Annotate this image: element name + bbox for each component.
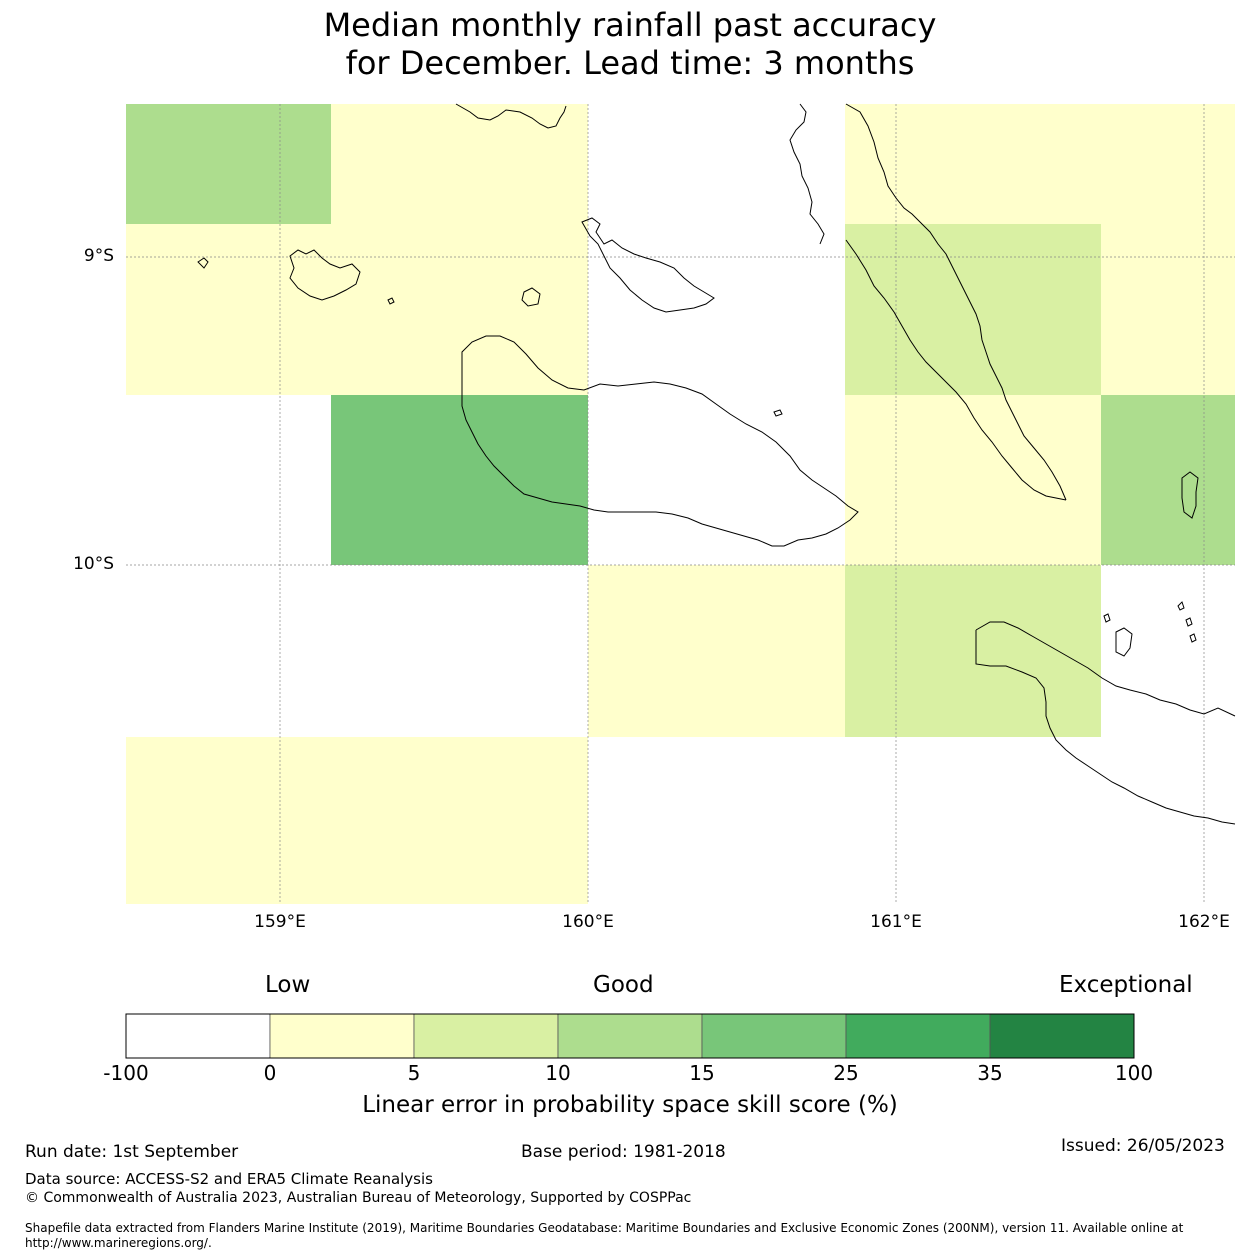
coastline-islet-e <box>1181 471 1199 519</box>
coastline-makira-east <box>845 239 1067 501</box>
coastline-malaita <box>789 103 825 245</box>
skill-cell <box>588 565 845 737</box>
lon-label-160e: 160°E <box>562 912 614 932</box>
shapefile-credit-line-2: http://www.marineregions.org/. <box>25 1236 212 1250</box>
legend-tier-low: Low <box>265 972 311 998</box>
colorbar-tick: 15 <box>689 1061 715 1085</box>
coastline-makira-west <box>845 103 1067 501</box>
coastline-florida-islands <box>581 217 715 313</box>
coastline-islet-j <box>1189 633 1197 643</box>
colorbar-tick: 25 <box>833 1061 859 1085</box>
skill-cell <box>331 737 588 904</box>
colorbar-bin <box>125 1013 271 1059</box>
lon-label-159e: 159°E <box>254 912 306 932</box>
graticule <box>126 104 1235 904</box>
legend-tier-exceptional: Exceptional <box>1059 972 1193 998</box>
skill-grid-cells <box>126 104 1235 904</box>
skill-cell <box>845 224 1101 395</box>
run-date: Run date: 1st September <box>25 1142 239 1162</box>
base-period: Base period: 1981-2018 <box>521 1142 726 1162</box>
legend-tier-good: Good <box>593 972 654 998</box>
colorbar-tick: 100 <box>1114 1061 1154 1085</box>
data-source: Data source: ACCESS-S2 and ERA5 Climate … <box>25 1170 433 1188</box>
lon-label-162e: 162°E <box>1178 912 1230 932</box>
coastline-russell-islands <box>289 249 361 301</box>
coastline-islet-b <box>521 287 541 307</box>
colorbar-tick: 5 <box>407 1061 421 1085</box>
lat-label-10s: 10°S <box>73 554 114 574</box>
colorbar-tick: -100 <box>103 1061 149 1085</box>
lat-label-9s: 9°S <box>83 246 114 266</box>
colorbar-tick: 10 <box>545 1061 571 1085</box>
chart-title-line-2: for December. Lead time: 3 months <box>345 44 915 82</box>
issued-date: Issued: 26/05/2023 <box>1061 1136 1225 1156</box>
skill-cell <box>126 737 331 904</box>
coastline-islet-h <box>1177 601 1185 611</box>
colorbar-title: Linear error in probability space skill … <box>362 1092 898 1118</box>
colorbar-bin <box>413 1013 559 1059</box>
coastline-islet-i <box>1185 617 1193 627</box>
colorbar-frame <box>125 1013 1135 1059</box>
chart-title-line-1: Median monthly rainfall past accuracy <box>323 6 937 44</box>
colorbar-bin <box>701 1013 847 1059</box>
skill-cell <box>845 395 1101 565</box>
coastline-guadalcanal <box>461 335 859 547</box>
coastline-islet-g <box>1103 613 1111 623</box>
coastline-makira-south-lower <box>975 630 1236 825</box>
skill-cell <box>126 224 331 395</box>
shapefile-credit-line-1: Shapefile data extracted from Flanders M… <box>25 1221 1184 1235</box>
skill-cell <box>331 224 588 395</box>
map-panel <box>126 103 1236 904</box>
skill-cell <box>1101 395 1235 565</box>
skill-cell <box>1101 104 1235 224</box>
colorbar-bin <box>557 1013 703 1059</box>
coastline-islet-a <box>197 257 209 269</box>
colorbar-bin <box>845 1013 991 1059</box>
skill-cell <box>126 104 331 224</box>
colorbar <box>125 1013 1135 1059</box>
skill-cell <box>331 104 588 224</box>
colorbar-bins <box>125 1013 1135 1059</box>
colorbar-tick: 0 <box>263 1061 277 1085</box>
colorbar-tick: 35 <box>977 1061 1003 1085</box>
coastline-makira-south <box>975 621 1236 717</box>
coastline-islet-d <box>773 409 783 417</box>
copyright: © Commonwealth of Australia 2023, Austra… <box>25 1190 692 1206</box>
coastline-islet-f <box>1115 627 1133 657</box>
coastline-isabel-tip <box>455 103 567 129</box>
skill-cell <box>1101 224 1235 395</box>
lon-label-161e: 161°E <box>870 912 922 932</box>
colorbar-bin <box>269 1013 415 1059</box>
coastline-islet-c <box>387 297 395 305</box>
skill-cell <box>845 104 1101 224</box>
coastlines <box>197 103 1236 825</box>
colorbar-bin <box>989 1013 1135 1059</box>
skill-cell <box>331 395 588 565</box>
